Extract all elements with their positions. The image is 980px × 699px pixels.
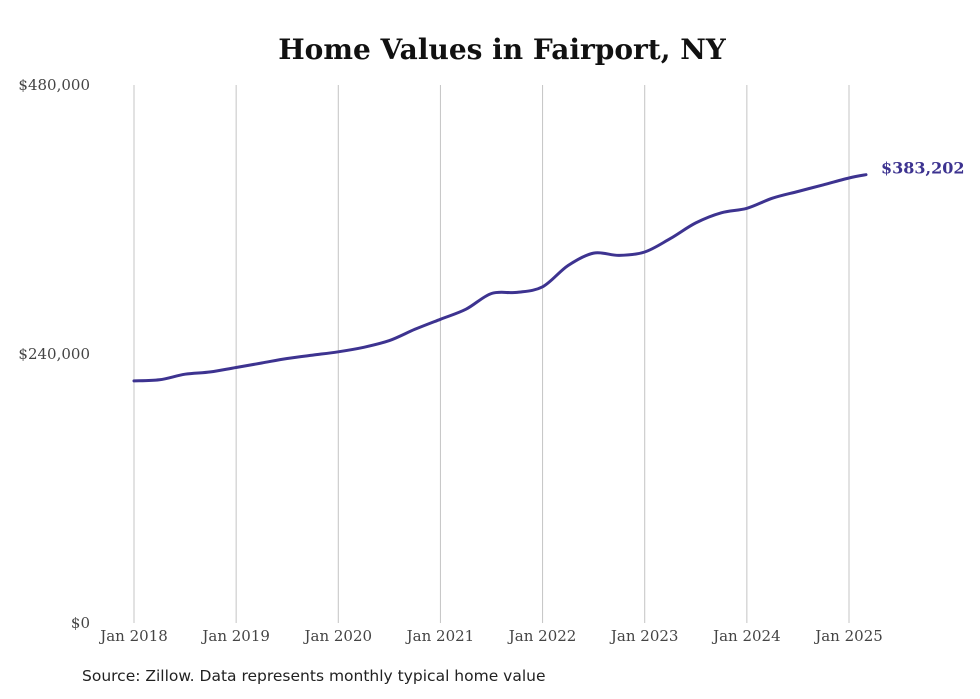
- home-values-chart: Home Values in Fairport, NY $0 $240,000 $4…: [18, 33, 965, 645]
- y-axis: $0 $240,000 $480,000: [18, 76, 90, 632]
- x-tick-label: Jan 2025: [813, 627, 883, 645]
- x-tick-label: Jan 2019: [200, 627, 270, 645]
- y-tick-label: $0: [71, 614, 90, 632]
- x-tick-label: Jan 2021: [405, 627, 475, 645]
- x-tick-label: Jan 2024: [711, 627, 781, 645]
- x-axis: Jan 2018 Jan 2019 Jan 2020 Jan 2021 Jan 2022…: [98, 627, 883, 645]
- x-tick-label: Jan 2018: [98, 627, 168, 645]
- y-tick-label: $240,000: [18, 345, 90, 363]
- source-note: Source: Zillow. Data represents monthly …: [82, 667, 546, 685]
- latest-value-label: $383,202: [881, 159, 965, 178]
- grid-lines: [133, 85, 850, 623]
- x-tick-label: Jan 2023: [609, 627, 679, 645]
- y-tick-label: $480,000: [18, 76, 90, 94]
- x-tick-label: Jan 2020: [303, 627, 373, 645]
- x-tick-label: Jan 2022: [507, 627, 577, 645]
- chart-title: Home Values in Fairport, NY: [278, 33, 727, 66]
- home-value-line: [132, 173, 868, 383]
